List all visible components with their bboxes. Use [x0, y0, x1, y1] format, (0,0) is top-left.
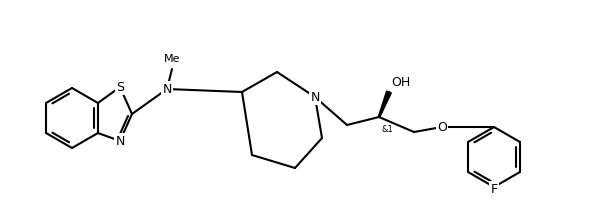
Polygon shape: [379, 91, 391, 117]
Text: O: O: [437, 121, 447, 134]
Text: N: N: [115, 134, 124, 147]
Text: Me: Me: [164, 54, 180, 64]
Text: N: N: [310, 90, 320, 103]
Text: N: N: [162, 82, 172, 95]
Text: S: S: [116, 80, 124, 93]
Text: OH: OH: [391, 76, 410, 89]
Text: &1: &1: [382, 125, 393, 134]
Text: F: F: [490, 183, 498, 196]
